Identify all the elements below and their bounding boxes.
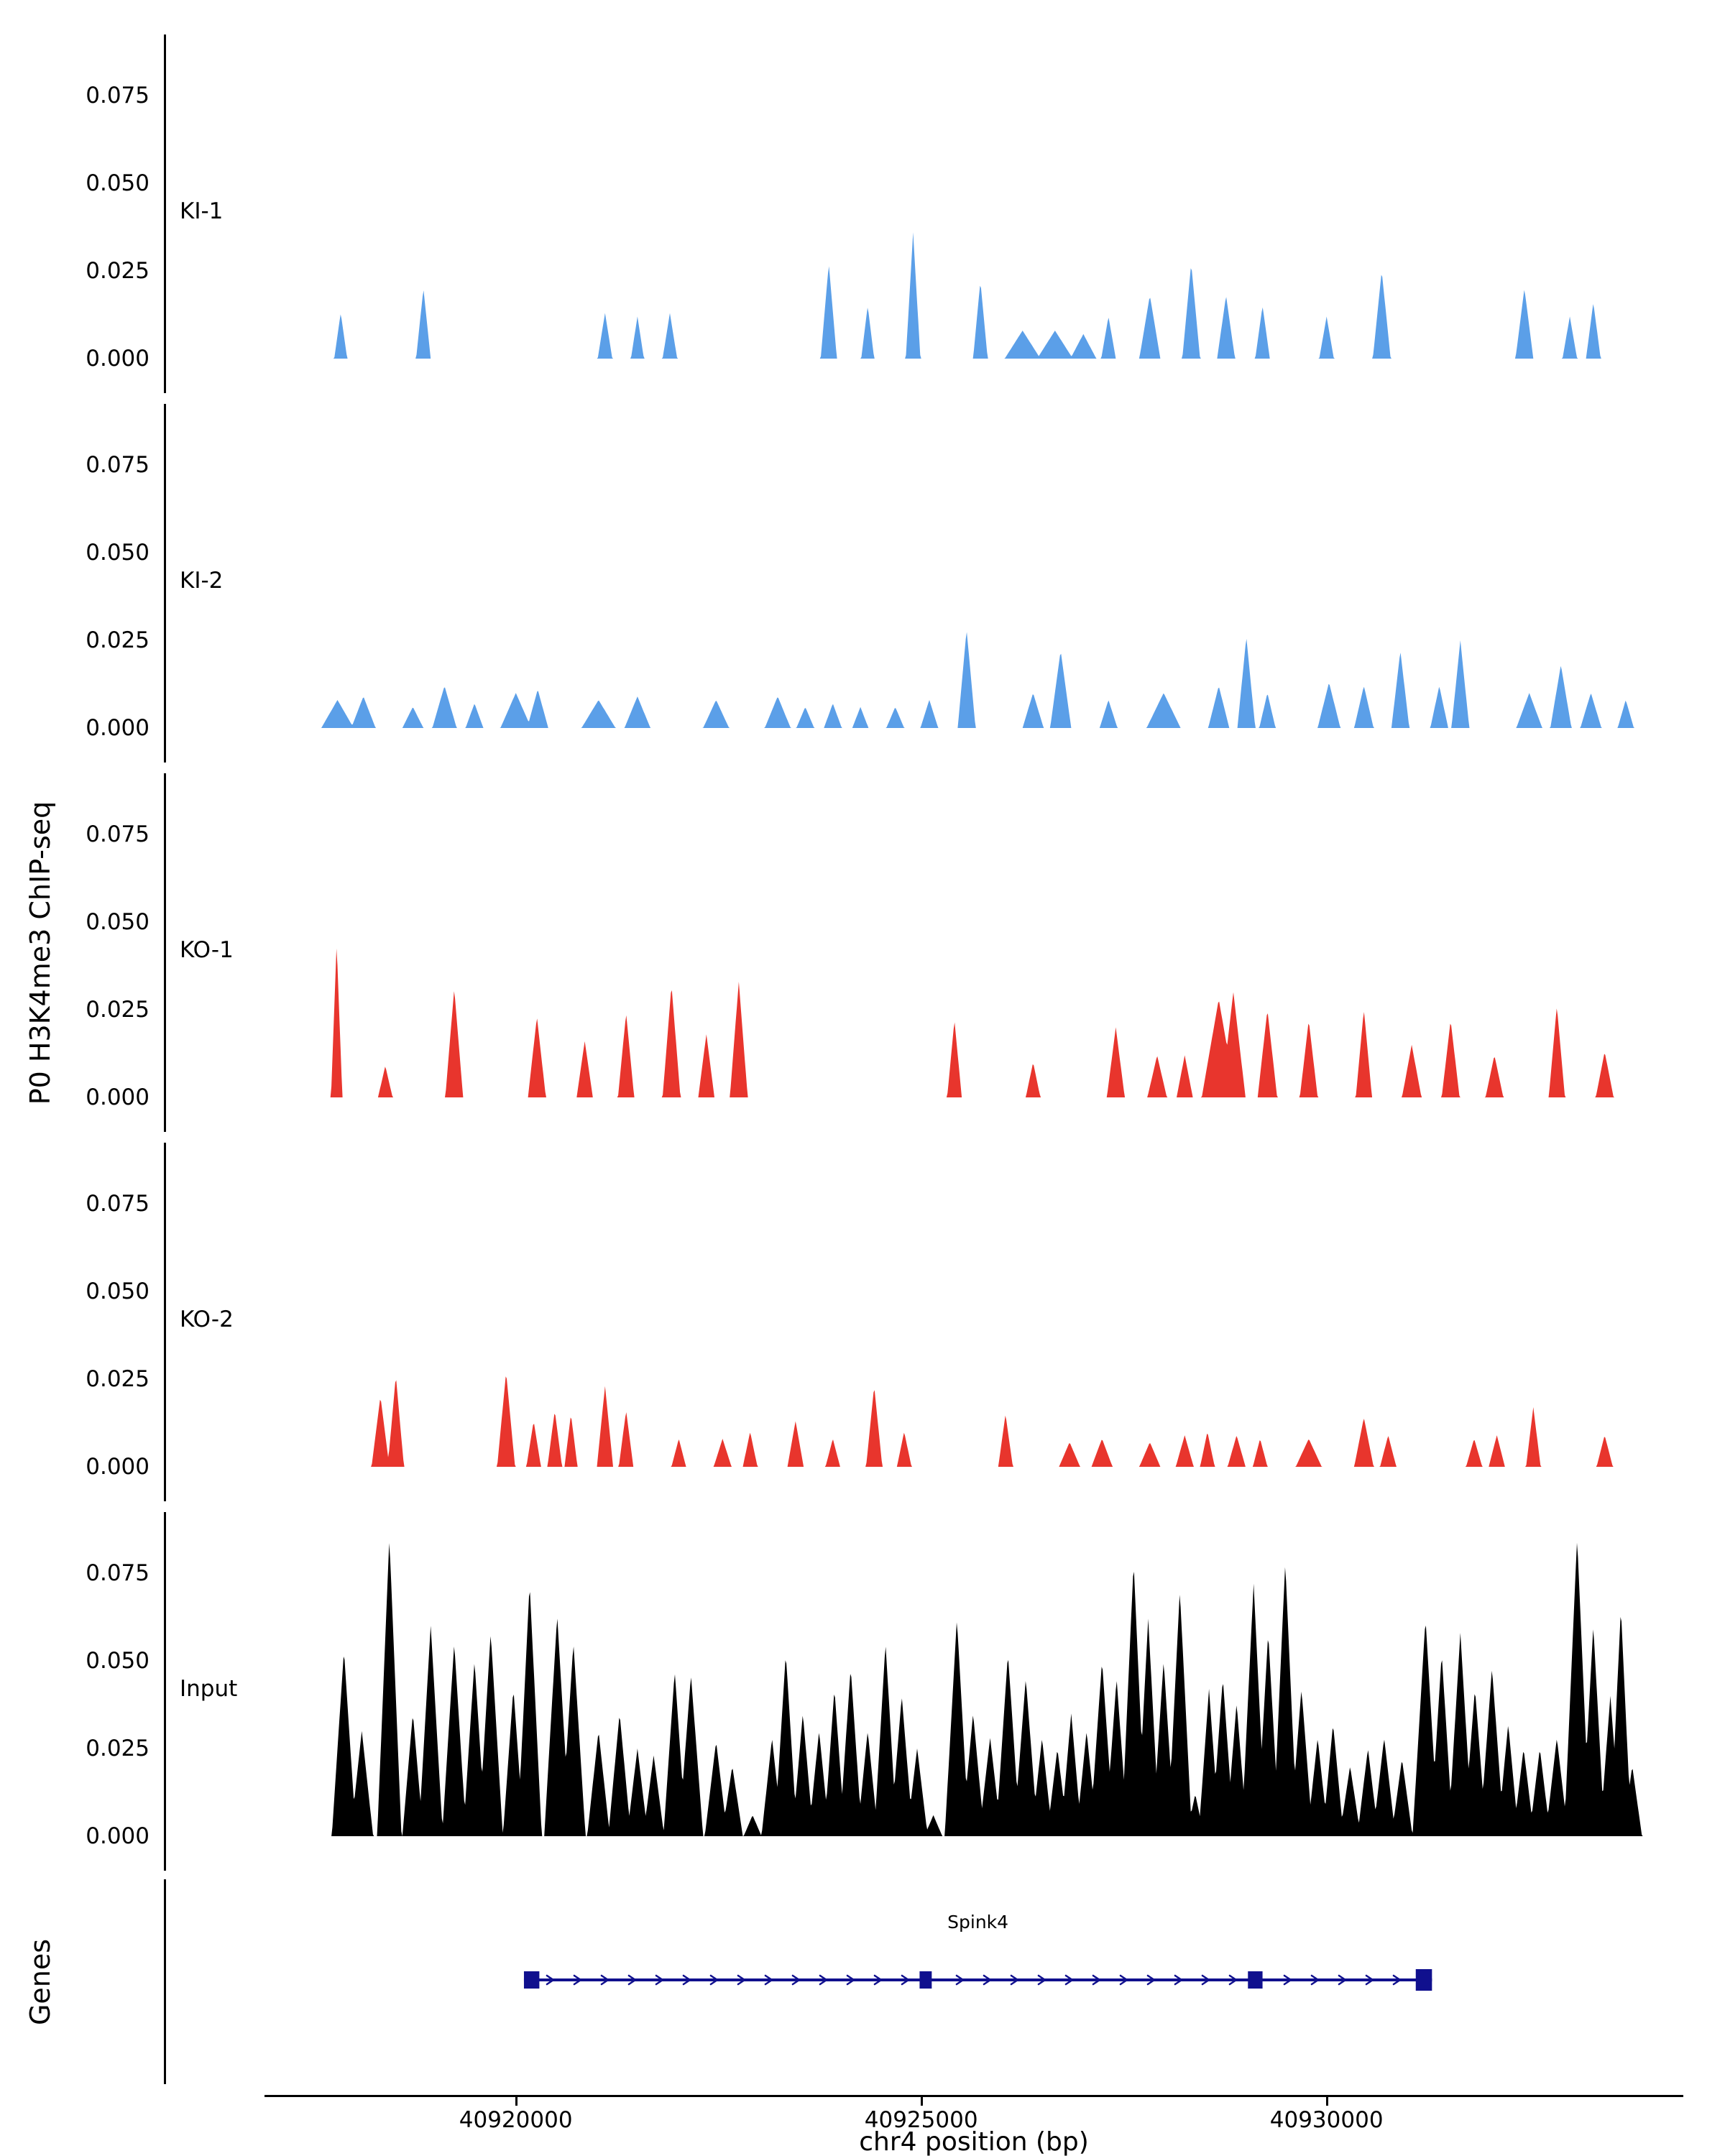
y-tick-label: 0.000 <box>86 1084 150 1110</box>
strand-arrow-icon <box>1119 1974 1129 1986</box>
gene-model <box>523 1969 1432 1991</box>
track-label-input: Input <box>180 1676 238 1702</box>
strand-arrow-icon <box>709 1974 719 1986</box>
y-tick-label: 0.075 <box>86 452 150 478</box>
x-tick-label: 40930000 <box>1269 2107 1384 2133</box>
strand-arrow-icon <box>1010 1974 1020 1986</box>
strand-arrow-icon <box>1310 1974 1320 1986</box>
strand-arrow-icon <box>600 1974 610 1986</box>
y-tick-label: 0.050 <box>86 1279 150 1304</box>
track-panel-input: 0.000 0.025 0.050 0.075 Input <box>0 1512 1725 1871</box>
coverage-path <box>264 1542 1683 1836</box>
strand-arrow-icon <box>846 1974 856 1986</box>
x-axis-line <box>264 2095 1683 2097</box>
strand-arrow-icon <box>1365 1974 1375 1986</box>
y-tick-label: 0.025 <box>86 258 150 284</box>
x-tick-label: 40920000 <box>459 2107 573 2133</box>
strand-arrow-icon <box>546 1974 556 1986</box>
track-panel-ko-2: 0.000 0.025 0.050 0.075 KO-2 <box>0 1143 1725 1501</box>
strand-arrow-icon <box>1037 1974 1047 1986</box>
strand-arrow-icon <box>1092 1974 1102 1986</box>
coverage-area-ko-2 <box>264 1376 1683 1467</box>
y-tick-label: 0.075 <box>86 1191 150 1217</box>
x-tick-mark <box>1325 2097 1328 2106</box>
track-panel-ko-1: 0.000 0.025 0.050 0.075 KO-1 <box>0 773 1725 1132</box>
y-tick-label: 0.000 <box>86 1454 150 1480</box>
y-tick-label: 0.000 <box>86 1823 150 1849</box>
y-tick-label: 0.025 <box>86 1736 150 1761</box>
strand-arrow-icon <box>873 1974 883 1986</box>
strand-arrow-icon <box>1146 1974 1156 1986</box>
y-tick-label: 0.050 <box>86 170 150 196</box>
x-tick-mark <box>515 2097 518 2106</box>
track-label-ki-2: KI-2 <box>180 568 224 594</box>
track-panel-ki-1: 0.000 0.025 0.050 0.075 KI-1 <box>0 34 1725 393</box>
strand-arrow-icon <box>983 1974 993 1986</box>
y-tick-label: 0.075 <box>86 83 150 109</box>
genes-panel: Spink4 <box>0 1879 1725 2098</box>
y-axis-line <box>164 404 166 763</box>
strand-arrow-icon <box>1228 1974 1238 1986</box>
coverage-path <box>264 632 1683 728</box>
exon-box <box>523 1971 540 1989</box>
coverage-area-ko-1 <box>264 948 1683 1097</box>
y-axis-line <box>164 773 166 1132</box>
y-tick-label: 0.050 <box>86 909 150 935</box>
exon-box <box>1248 1971 1263 1989</box>
coverage-path <box>264 232 1683 359</box>
strand-arrow-icon <box>1283 1974 1293 1986</box>
y-tick-label: 0.025 <box>86 1366 150 1392</box>
strand-arrow-icon <box>1338 1974 1348 1986</box>
coverage-path <box>264 1376 1683 1467</box>
strand-arrow-icon <box>1064 1974 1075 1986</box>
coverage-area-input <box>264 1542 1683 1836</box>
exon-box <box>1415 1969 1432 1991</box>
strand-arrow-icon <box>764 1974 774 1986</box>
x-tick-mark <box>920 2097 923 2106</box>
exon-box <box>919 1971 932 1989</box>
strand-arrow-icon <box>819 1974 829 1986</box>
x-axis-title: chr4 position (bp) <box>859 2127 1089 2156</box>
y-tick-label: 0.050 <box>86 540 150 566</box>
strand-arrow-icon <box>682 1974 692 1986</box>
genes-axis-line <box>164 1879 166 2084</box>
y-axis-line <box>164 1512 166 1871</box>
coverage-area-ki-1 <box>264 232 1683 359</box>
strand-arrow-icon <box>627 1974 638 1986</box>
strand-arrow-icon <box>1392 1974 1402 1986</box>
track-label-ki-1: KI-1 <box>180 198 224 224</box>
y-axis-line <box>164 34 166 393</box>
strand-arrow-icon <box>737 1974 747 1986</box>
y-axis-line <box>164 1143 166 1501</box>
coverage-area-ki-2 <box>264 632 1683 728</box>
x-tick-label: 40925000 <box>864 2107 978 2133</box>
strand-arrow-icon <box>791 1974 801 1986</box>
strand-arrow-icon <box>955 1974 965 1986</box>
strand-arrow-icon <box>1201 1974 1211 1986</box>
track-label-ko-1: KO-1 <box>180 937 234 963</box>
strand-arrow-icon <box>1174 1974 1184 1986</box>
strand-arrow-icon <box>901 1974 911 1986</box>
y-tick-label: 0.075 <box>86 821 150 847</box>
track-label-ko-2: KO-2 <box>180 1307 234 1332</box>
gene-name-label: Spink4 <box>947 1912 1009 1932</box>
y-tick-label: 0.025 <box>86 627 150 653</box>
strand-arrow-icon <box>573 1974 583 1986</box>
track-panel-ki-2: 0.000 0.025 0.050 0.075 KI-2 <box>0 404 1725 763</box>
strand-arrow-icon <box>655 1974 665 1986</box>
y-tick-label: 0.000 <box>86 346 150 372</box>
y-tick-label: 0.050 <box>86 1648 150 1674</box>
y-tick-label: 0.075 <box>86 1560 150 1586</box>
coverage-path <box>264 948 1683 1097</box>
y-tick-label: 0.025 <box>86 997 150 1023</box>
y-tick-label: 0.000 <box>86 715 150 741</box>
